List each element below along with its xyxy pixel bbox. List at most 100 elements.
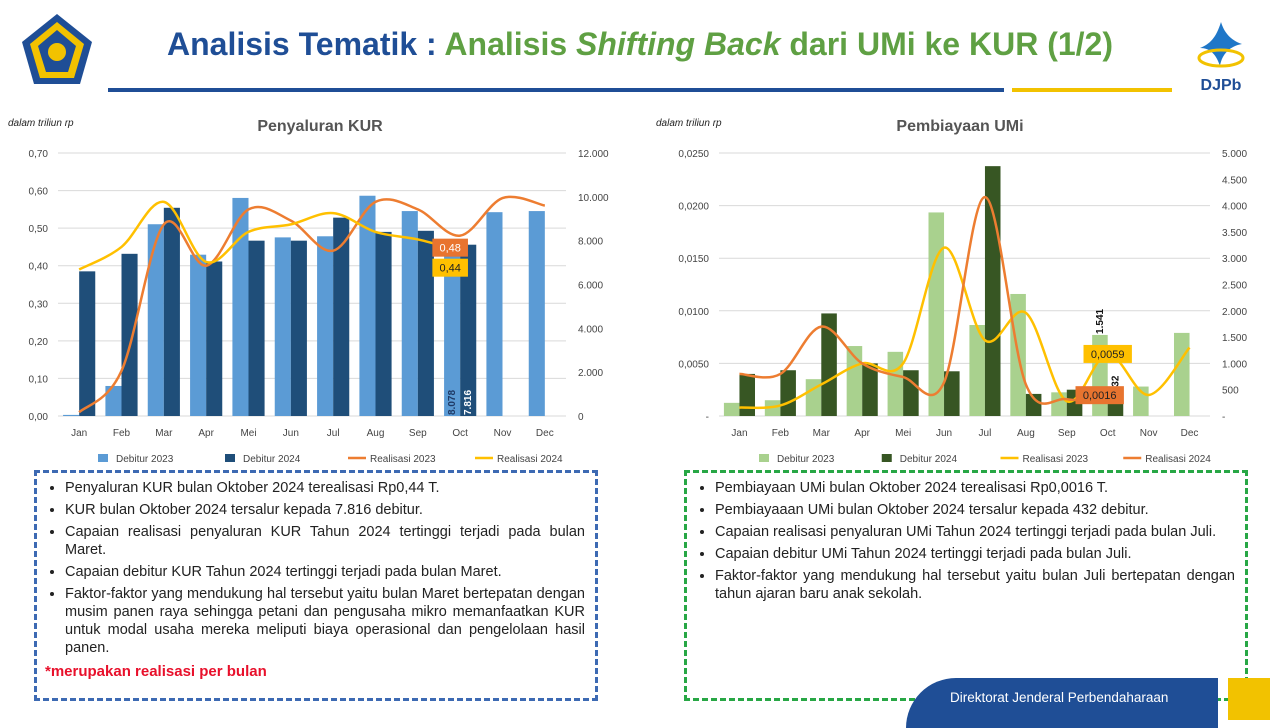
umi-bar-debitur-2024 (780, 370, 796, 416)
kur-x-tick: Mar (155, 428, 173, 439)
umi-callout-label: 0,0059 (1091, 349, 1125, 361)
umi-bar-debitur-2023 (805, 379, 822, 416)
kur-note-item: Faktor-faktor yang mendukung hal tersebu… (65, 585, 585, 657)
kur-x-tick: Jan (71, 428, 87, 439)
kur-left-tick: 0,20 (29, 337, 49, 348)
kur-callout-box (432, 238, 468, 257)
umi-callout-label: 0,0016 (1083, 390, 1117, 402)
kur-notes-box: Penyaluran KUR bulan Oktober 2024 tereal… (34, 470, 598, 701)
kur-bar-debitur-2023 (317, 236, 334, 416)
kur-note-item: Capaian debitur KUR Tahun 2024 tertinggi… (65, 563, 585, 581)
title-part-3: Shifting Back (576, 26, 781, 62)
kur-line-series-b (78, 200, 461, 271)
umi-chart: - 0,0050 0,0100 0,0150 0,0200 0,0250 - 500 1.000… (678, 149, 1247, 465)
umi-right-tick: 3.500 (1222, 228, 1247, 239)
kur-x-tick: Sep (409, 428, 427, 439)
kur-left-tick: 0,40 (29, 262, 49, 273)
umi-bar-data-label: 432 (1110, 375, 1121, 392)
kur-right-tick: 2.000 (578, 368, 603, 379)
umi-x-tick: Mar (813, 428, 831, 439)
umi-note-item: Pembiayaan UMi bulan Oktober 2024 tereal… (715, 479, 1235, 497)
djpb-logo: DJPb (1197, 22, 1245, 94)
kur-legend-label: Debitur 2024 (243, 454, 301, 465)
djpb-logo-text: DJPb (1201, 77, 1242, 94)
kur-bar-data-label: 8.078 (447, 390, 458, 415)
kur-callout-box (432, 258, 468, 277)
umi-legend-label: Debitur 2024 (900, 454, 958, 465)
umi-x-tick: Sep (1058, 428, 1076, 439)
title-part-4: dari UMi ke KUR (1/2) (780, 26, 1113, 62)
kur-x-tick: Feb (113, 428, 131, 439)
umi-x-tick: Jan (731, 428, 747, 439)
kur-left-tick: 0,70 (29, 149, 49, 160)
footer-gold-square (1228, 678, 1270, 720)
title-underline-blue (108, 88, 1004, 92)
umi-note-item: Capaian debitur UMi Tahun 2024 tertinggi… (715, 545, 1235, 563)
umi-bar-debitur-2023 (928, 212, 945, 416)
umi-unit-note: dalam triliun rp (656, 118, 722, 129)
kur-footnote: *merupakan realisasi per bulan (45, 663, 267, 680)
kur-bar-debitur-2024 (290, 240, 307, 416)
kur-legend-swatch (225, 454, 235, 462)
kur-unit-note: dalam triliun rp (8, 118, 74, 129)
kur-notes-list: Penyaluran KUR bulan Oktober 2024 tereal… (45, 479, 585, 657)
kur-bar-debitur-2023 (147, 224, 164, 416)
kur-bar-debitur-2023 (401, 211, 418, 416)
kur-left-tick: 0,50 (29, 224, 49, 235)
kur-line-series-a (78, 195, 546, 414)
footer-text: Direktorat Jenderal Perbendaharaan (950, 690, 1169, 705)
kur-right-tick: 4.000 (578, 324, 603, 335)
umi-legend-swatch (759, 454, 769, 462)
kur-callout-label: 0,48 (439, 243, 460, 255)
kur-chart-title: Penyaluran KUR (257, 118, 383, 135)
kur-bar-debitur-2023 (190, 254, 207, 416)
kur-x-tick: Dec (536, 428, 554, 439)
kur-x-tick: Apr (198, 428, 214, 439)
kur-note-item: Capaian realisasi penyaluran KUR Tahun 2… (65, 523, 585, 559)
umi-right-tick: 1.500 (1222, 333, 1247, 344)
umi-legend-label: Realisasi 2023 (1023, 454, 1089, 465)
umi-left-tick: 0,0200 (678, 202, 709, 213)
kur-left-tick: 0,00 (29, 412, 49, 423)
kur-x-tick: Mei (240, 428, 256, 439)
umi-right-tick: 2.000 (1222, 307, 1247, 318)
umi-right-tick: 3.000 (1222, 254, 1247, 265)
kur-bar-debitur-2023 (232, 197, 249, 416)
kur-bar-debitur-2023 (444, 238, 461, 416)
umi-bar-debitur-2024 (984, 166, 1001, 416)
umi-left-tick: 0,0050 (678, 359, 709, 370)
umi-notes-box: Pembiayaan UMi bulan Oktober 2024 tereal… (684, 470, 1248, 701)
kur-bar-debitur-2024 (206, 261, 223, 416)
umi-right-tick: 4.000 (1222, 202, 1247, 213)
kur-chart: 0,00 0,10 0,20 0,30 0,40 0,50 0,60 0,70 0 2.000 4.… (29, 149, 609, 465)
umi-note-item: Pembiayaaan UMi bulan Oktober 2024 tersa… (715, 501, 1235, 519)
umi-x-tick: Feb (772, 428, 790, 439)
umi-callout-box (1075, 386, 1124, 405)
title-part-1: Analisis Tematik : (166, 26, 445, 62)
kur-bar-data-label: 7.816 (463, 390, 474, 415)
umi-x-tick: Apr (854, 428, 870, 439)
kur-bar-debitur-2024 (248, 240, 265, 416)
umi-bar-debitur-2023 (969, 325, 985, 416)
kur-bar-debitur-2024 (333, 217, 350, 416)
umi-left-tick: - (706, 412, 709, 423)
umi-x-tick: Nov (1140, 428, 1158, 439)
kur-bar-debitur-2024 (163, 207, 180, 416)
kur-bar-debitur-2023 (63, 414, 80, 416)
umi-note-item: Faktor-faktor yang mendukung hal tersebu… (715, 567, 1235, 603)
umi-bar-debitur-2023 (1051, 392, 1067, 416)
umi-notes-list: Pembiayaan UMi bulan Oktober 2024 tereal… (695, 479, 1235, 603)
kur-callout-label: 0,44 (439, 263, 460, 275)
umi-x-tick: Jul (979, 428, 992, 439)
kur-x-tick: Jun (283, 428, 299, 439)
kur-bar-debitur-2023 (528, 211, 545, 416)
umi-left-tick: 0,0250 (678, 149, 709, 160)
kur-right-tick: 0 (578, 412, 584, 423)
umi-right-tick: 5.000 (1222, 149, 1247, 160)
umi-legend-label: Debitur 2023 (777, 454, 835, 465)
umi-legend-swatch (881, 454, 892, 462)
umi-bar-data-label: 1.541 (1095, 308, 1106, 333)
umi-bar-debitur-2024 (1025, 393, 1042, 416)
kur-right-tick: 10.000 (578, 193, 609, 204)
umi-x-tick: Jun (936, 428, 952, 439)
